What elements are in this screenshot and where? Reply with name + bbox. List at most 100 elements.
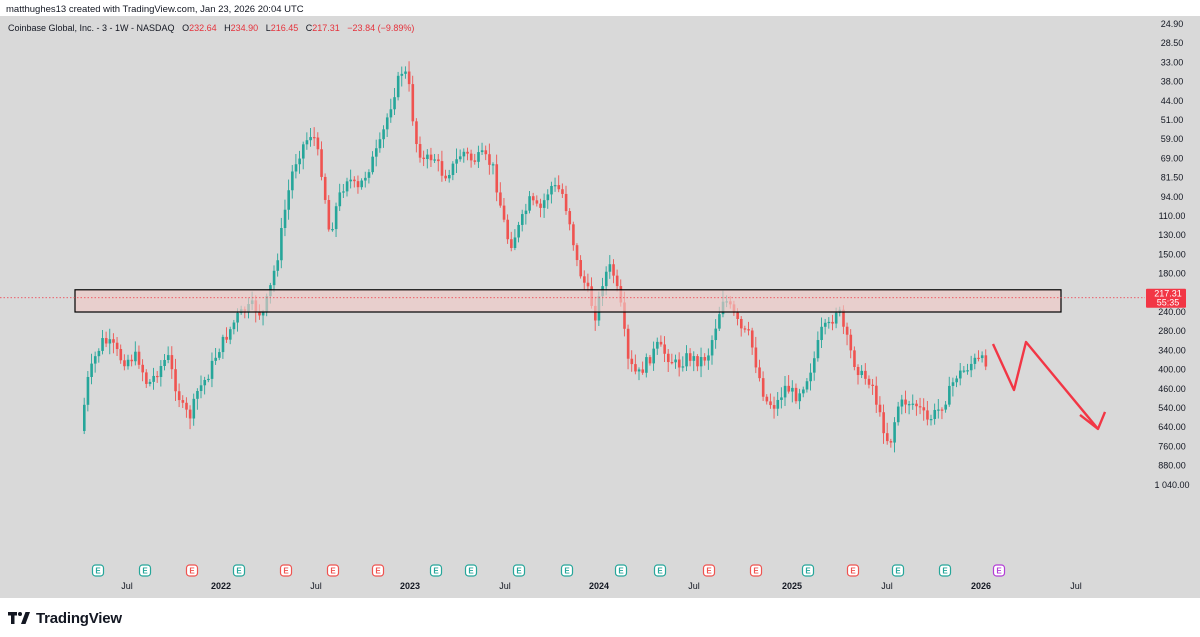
earnings-event-icon[interactable] (749, 564, 763, 577)
price-tick-label: 460.00 (1158, 384, 1186, 394)
candle-body (783, 385, 787, 398)
candle-body (440, 161, 444, 176)
candle-body (535, 200, 539, 204)
candle-body (542, 200, 546, 208)
candle-body (553, 185, 557, 187)
earnings-event-label: E (95, 567, 101, 576)
candle-body (765, 396, 769, 402)
price-tick-label: 240.00 (1158, 307, 1186, 317)
support-zone-rect[interactable] (74, 289, 1062, 313)
candle-body (236, 312, 239, 323)
candle-body (123, 360, 126, 367)
candle-body (342, 191, 345, 193)
candle-body (396, 75, 400, 98)
candle-body (663, 344, 666, 354)
candle-body (126, 359, 130, 367)
time-axis[interactable]: Jul 2022 Jul 2023 Jul 2024 Jul 2025 Jul 2026 Jul (121, 581, 1082, 591)
candle-body (393, 97, 396, 110)
candle-body (568, 211, 572, 225)
candle-body (334, 206, 338, 230)
price-chart[interactable]: E E E E E E E E E E E E E E E E E E E E 24.90 28.50 33.00 38.0… (0, 16, 1200, 598)
candle-body (856, 366, 860, 376)
earnings-event-icon[interactable] (232, 564, 246, 577)
earnings-event-icon[interactable] (938, 564, 952, 577)
price-tick-label: 69.00 (1161, 153, 1184, 163)
earnings-event-label: E (142, 567, 148, 576)
symbol-name: Coinbase Global, Inc. - 3 - 1W - NASDAQ (8, 23, 175, 33)
projection-arrow[interactable] (991, 340, 1099, 430)
earnings-event-icon[interactable] (702, 564, 716, 577)
earnings-event-icon[interactable] (614, 564, 628, 577)
earnings-event-icon[interactable] (138, 564, 152, 577)
earnings-event-icon[interactable] (326, 564, 340, 577)
earnings-event-icon[interactable] (891, 564, 905, 577)
earnings-event-label: E (942, 567, 948, 576)
candle-body (484, 150, 488, 155)
candle-body (809, 372, 812, 382)
candle-body (404, 71, 407, 74)
time-tick-label: 2022 (211, 581, 231, 591)
candle-body (740, 319, 743, 329)
candle-body (623, 302, 626, 329)
candle-body (886, 433, 889, 442)
candle-body (283, 209, 287, 229)
candle-body (166, 355, 170, 360)
candle-body (564, 193, 568, 212)
candle-body (418, 144, 422, 158)
candle-body (280, 228, 283, 261)
candle-body (327, 199, 331, 230)
candle-body (681, 366, 685, 368)
candle-body (966, 370, 969, 372)
candle-body (677, 359, 681, 368)
earnings-event-icon[interactable] (185, 564, 199, 577)
candle-body (203, 379, 207, 386)
earnings-event-icon[interactable] (91, 564, 105, 577)
price-tick-label: 24.90 (1161, 19, 1184, 29)
candle-body (977, 357, 980, 360)
candle-body (692, 356, 696, 361)
candle-body (97, 350, 101, 357)
candle-body (674, 359, 677, 363)
earnings-event-label: E (236, 567, 242, 576)
candle-body (907, 404, 911, 406)
earnings-event-label: E (753, 567, 759, 576)
earnings-event-icon[interactable] (464, 564, 478, 577)
candle-body (718, 314, 721, 329)
candle-body (163, 359, 166, 366)
earnings-event-icon[interactable] (801, 564, 815, 577)
earnings-event-icon[interactable] (653, 564, 667, 577)
candle-body (980, 355, 984, 359)
candle-body (407, 71, 411, 85)
candle-body (831, 321, 834, 324)
time-tick-label: 2023 (400, 581, 420, 591)
earnings-event-icon[interactable] (429, 564, 443, 577)
candle-body (360, 180, 363, 188)
candle-body (802, 389, 805, 394)
earnings-event-icon[interactable] (992, 564, 1006, 577)
symbol-info: Coinbase Global, Inc. - 3 - 1W - NASDAQ … (8, 23, 414, 33)
earnings-event-label: E (564, 567, 570, 576)
candle-body (356, 181, 360, 188)
earnings-event-icon[interactable] (512, 564, 526, 577)
close-value: 217.31 (312, 23, 340, 33)
candle-body (258, 312, 261, 316)
candle-body (502, 205, 506, 220)
earnings-event-icon[interactable] (371, 564, 385, 577)
earnings-event-icon[interactable] (846, 564, 860, 577)
candle-body (367, 172, 371, 178)
candle-body (426, 154, 429, 159)
earnings-event-icon[interactable] (279, 564, 293, 577)
candle-body (615, 275, 619, 287)
candle-body (331, 229, 334, 231)
candle-body (922, 407, 926, 411)
candle-body (524, 210, 528, 215)
candle-body (221, 336, 225, 353)
chart-frame[interactable]: E E E E E E E E E E E E E E E E E E E E 24.90 28.50 33.00 38.0… (0, 16, 1200, 598)
earnings-event-label: E (516, 567, 522, 576)
time-tick-label: Jul (499, 581, 511, 591)
earnings-event-icon[interactable] (560, 564, 574, 577)
candle-body (940, 409, 944, 411)
candle-body (685, 353, 688, 367)
candle-body (415, 121, 418, 145)
countdown-value: 55:35 (1157, 298, 1180, 308)
